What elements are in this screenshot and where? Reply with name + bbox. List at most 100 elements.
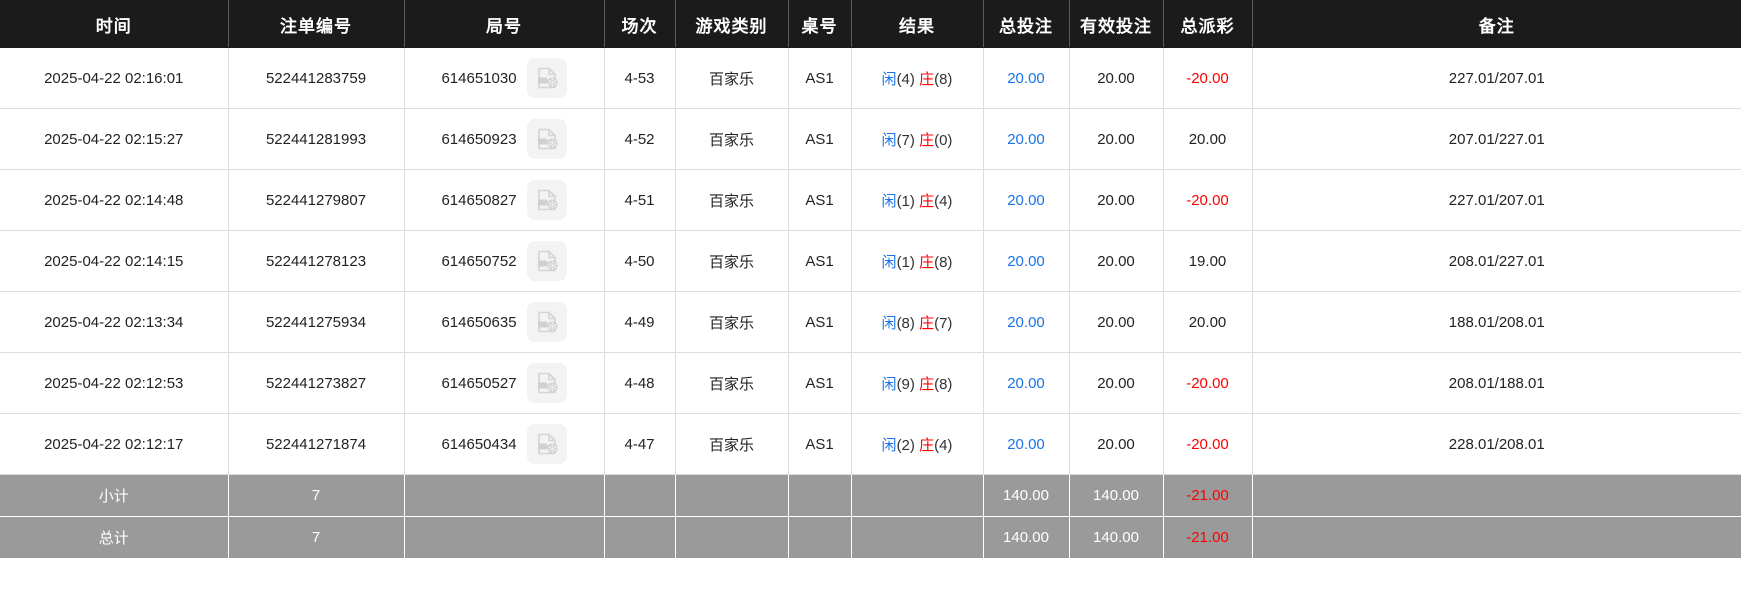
cell-bet-no: 522441283759	[228, 47, 405, 109]
cell-total-stake: 20.00	[983, 47, 1070, 109]
cell-result: 闲(4) 庄(8)	[851, 47, 984, 109]
cell-remark: 208.01/227.01	[1252, 230, 1741, 292]
banker-label: 庄	[919, 70, 935, 88]
table-header: 时间 注单编号 局号 场次 游戏类别 桌号 结果 总投注 有效投注 总派彩 备注	[0, 0, 1741, 48]
round-number: 614650752	[441, 252, 517, 270]
cell-remark: 228.01/208.01	[1252, 413, 1741, 475]
round-number: 614650827	[441, 191, 517, 209]
cell-game-type: 百家乐	[675, 169, 789, 231]
video-icon[interactable]	[526, 424, 567, 464]
banker-label: 庄	[919, 192, 935, 210]
column-header-result: 结果	[851, 0, 984, 48]
cell-remark: 208.01/188.01	[1252, 352, 1741, 414]
column-header-bet-no: 注单编号	[228, 0, 405, 48]
cell-remark: 227.01/207.01	[1252, 47, 1741, 109]
cell-table-no: AS1	[788, 230, 852, 292]
video-icon[interactable]	[526, 119, 567, 159]
summary-count: 7	[228, 474, 405, 517]
total-stake-value: 20.00	[1007, 313, 1045, 331]
cell-payout: -20.00	[1163, 413, 1253, 475]
cell-bet-no: 522441279807	[228, 169, 405, 231]
round-number: 614650923	[441, 130, 517, 148]
video-icon[interactable]	[526, 241, 567, 281]
payout-value: 20.00	[1188, 130, 1227, 148]
player-label: 闲	[881, 131, 897, 149]
cell-session: 4-53	[604, 47, 676, 109]
summary-session-empty	[604, 516, 676, 559]
cell-total-stake: 20.00	[983, 352, 1070, 414]
summary-result-empty	[851, 516, 984, 559]
summary-total-stake: 140.00	[983, 516, 1070, 559]
summary-game-empty	[675, 516, 789, 559]
table-row: 2025-04-22 02:12:17 522441271874 614650434…	[0, 413, 1741, 475]
bet-records-table: 时间 注单编号 局号 场次 游戏类别 桌号 结果 总投注 有效投注 总派彩 备注…	[0, 0, 1741, 559]
cell-valid-stake: 20.00	[1069, 169, 1164, 231]
summary-session-empty	[604, 474, 676, 517]
round-number: 614651030	[441, 69, 517, 87]
player-score: (9)	[896, 375, 915, 393]
banker-score: (4)	[934, 192, 953, 210]
summary-remark-empty	[1252, 474, 1741, 517]
player-label: 闲	[881, 253, 897, 271]
player-score: (4)	[896, 70, 915, 88]
banker-label: 庄	[919, 253, 935, 271]
cell-time: 2025-04-22 02:15:27	[0, 108, 229, 170]
cell-valid-stake: 20.00	[1069, 108, 1164, 170]
cell-payout: -20.00	[1163, 169, 1253, 231]
cell-valid-stake: 20.00	[1069, 47, 1164, 109]
banker-label: 庄	[919, 436, 935, 454]
total-stake-value: 20.00	[1007, 252, 1045, 270]
column-header-stake: 总投注	[983, 0, 1070, 48]
player-score: (2)	[896, 436, 915, 454]
banker-score: (7)	[934, 314, 953, 332]
round-number: 614650434	[441, 435, 517, 453]
video-icon[interactable]	[526, 58, 567, 98]
cell-payout: 20.00	[1163, 291, 1253, 353]
summary-payout-value: -21.00	[1186, 487, 1229, 504]
cell-round: 614650827	[404, 169, 605, 231]
cell-remark: 188.01/208.01	[1252, 291, 1741, 353]
cell-valid-stake: 20.00	[1069, 230, 1164, 292]
cell-round: 614651030	[404, 47, 605, 109]
cell-valid-stake: 20.00	[1069, 291, 1164, 353]
cell-table-no: AS1	[788, 47, 852, 109]
summary-row: 小计 7 140.00 140.00 -21.00	[0, 474, 1741, 517]
cell-session: 4-52	[604, 108, 676, 170]
cell-remark: 227.01/207.01	[1252, 169, 1741, 231]
cell-valid-stake: 20.00	[1069, 413, 1164, 475]
video-icon[interactable]	[526, 180, 567, 220]
cell-result: 闲(2) 庄(4)	[851, 413, 984, 475]
cell-game-type: 百家乐	[675, 108, 789, 170]
column-header-payout: 总派彩	[1163, 0, 1253, 48]
cell-bet-no: 522441281993	[228, 108, 405, 170]
banker-label: 庄	[919, 314, 935, 332]
summary-label: 总计	[0, 516, 229, 559]
cell-remark: 207.01/227.01	[1252, 108, 1741, 170]
payout-value: -20.00	[1186, 374, 1229, 392]
summary-total-stake: 140.00	[983, 474, 1070, 517]
cell-total-stake: 20.00	[983, 413, 1070, 475]
summary-round-empty	[404, 474, 605, 517]
summary-table-empty	[788, 516, 852, 559]
table-row: 2025-04-22 02:14:15 522441278123 614650752…	[0, 230, 1741, 292]
table-row: 2025-04-22 02:15:27 522441281993 614650923…	[0, 108, 1741, 170]
cell-session: 4-48	[604, 352, 676, 414]
video-icon[interactable]	[526, 363, 567, 403]
column-header-session: 场次	[604, 0, 676, 48]
summary-payout-value: -21.00	[1186, 529, 1229, 546]
banker-score: (8)	[934, 70, 953, 88]
video-icon[interactable]	[526, 302, 567, 342]
player-label: 闲	[881, 70, 897, 88]
banker-score: (4)	[934, 436, 953, 454]
summary-valid-stake: 140.00	[1069, 474, 1164, 517]
cell-round: 614650527	[404, 352, 605, 414]
cell-time: 2025-04-22 02:16:01	[0, 47, 229, 109]
player-label: 闲	[881, 192, 897, 210]
total-stake-value: 20.00	[1007, 374, 1045, 392]
cell-payout: -20.00	[1163, 352, 1253, 414]
cell-table-no: AS1	[788, 169, 852, 231]
cell-game-type: 百家乐	[675, 352, 789, 414]
total-stake-value: 20.00	[1007, 191, 1045, 209]
player-score: (1)	[896, 192, 915, 210]
banker-label: 庄	[919, 375, 935, 393]
